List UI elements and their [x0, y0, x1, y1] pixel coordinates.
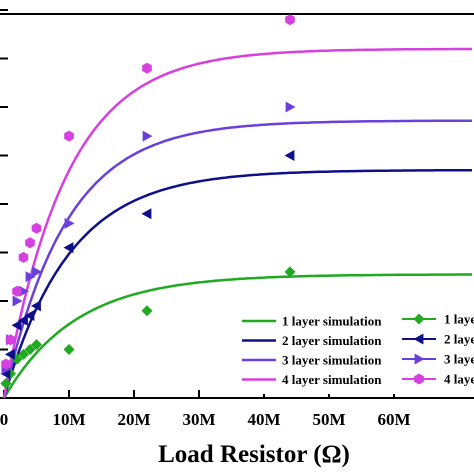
- simulation-curves: [2, 47, 472, 399]
- data-point-4-8: [142, 62, 152, 74]
- x-tick-label-5: 50M: [312, 410, 345, 429]
- legend-label-sim-3: 3 layer simulation: [282, 353, 382, 368]
- data-point-4-1: [1, 358, 11, 370]
- data-point-3-5: [25, 271, 36, 283]
- data-point-3-7: [64, 217, 75, 229]
- data-point-1-1: [0, 377, 12, 389]
- simulation-curve-4: [2, 47, 472, 399]
- data-point-4-4: [18, 251, 29, 263]
- data-point-1-6: [31, 339, 42, 351]
- data-point-3-8: [142, 130, 153, 142]
- simulation-curve-1: [2, 273, 472, 399]
- x-tick-label-4: 40M: [247, 410, 280, 429]
- data-point-3-6: [32, 266, 42, 278]
- x-tick-label-2: 20M: [117, 410, 150, 429]
- legend-label-meas-1: 1 layer: [444, 312, 474, 327]
- x-ticks: 0 10M 20M 30M 40M 50M 60M: [0, 390, 411, 429]
- data-point-4-9: [285, 14, 295, 26]
- legend-marker-1: [413, 313, 425, 325]
- legend: 1 layer simulation 2 layer simulation 3 la…: [230, 306, 474, 394]
- data-point-2-1: [0, 368, 11, 380]
- y-ticks: [0, 9, 8, 351]
- data-point-4-2: [5, 334, 16, 346]
- data-point-2-7: [63, 242, 74, 254]
- legend-label-sim-2: 2 layer simulation: [282, 333, 382, 348]
- simulation-curve-2: [2, 168, 472, 399]
- data-point-2-5: [24, 310, 35, 322]
- simulation-curve-3: [2, 119, 472, 399]
- legend-marker-3: [414, 353, 425, 365]
- legend-label-meas-2: 2 layer: [444, 332, 474, 347]
- plot-area: 0 10M 20M 30M 40M 50M 60M: [0, 9, 474, 429]
- data-point-3-3: [12, 295, 23, 307]
- legend-marker-2: [413, 333, 424, 345]
- x-tick-label-0: 0: [0, 410, 8, 429]
- data-point-3-9: [285, 101, 296, 113]
- x-tick-label-3: 30M: [182, 410, 215, 429]
- data-markers: [0, 14, 296, 389]
- data-point-4-6: [31, 222, 42, 234]
- legend-label-meas-4: 4 layer: [444, 372, 474, 387]
- x-tick-label-6: 60M: [377, 410, 410, 429]
- data-point-2-2: [5, 348, 15, 360]
- data-point-2-4: [18, 314, 28, 326]
- legend-label-meas-3: 3 layer: [444, 352, 474, 367]
- data-point-1-9: [284, 266, 296, 278]
- data-point-2-3: [11, 319, 22, 331]
- x-tick-label-1: 10M: [52, 410, 85, 429]
- x-axis-title: Load Resistor (Ω): [158, 441, 350, 468]
- data-point-2-9: [284, 150, 295, 161]
- data-point-1-7: [63, 344, 75, 355]
- data-point-1-5: [24, 344, 36, 355]
- data-point-4-5: [25, 237, 35, 249]
- data-point-4-3: [12, 285, 22, 297]
- data-point-1-8: [141, 305, 153, 317]
- data-point-4-7: [64, 130, 74, 142]
- legend-marker-4: [414, 373, 424, 385]
- legend-label-sim-1: 1 layer simulation: [282, 314, 382, 329]
- data-point-2-8: [141, 208, 152, 220]
- data-point-2-6: [31, 300, 41, 312]
- data-point-1-4: [18, 348, 29, 360]
- legend-label-sim-4: 4 layer simulation: [282, 372, 382, 387]
